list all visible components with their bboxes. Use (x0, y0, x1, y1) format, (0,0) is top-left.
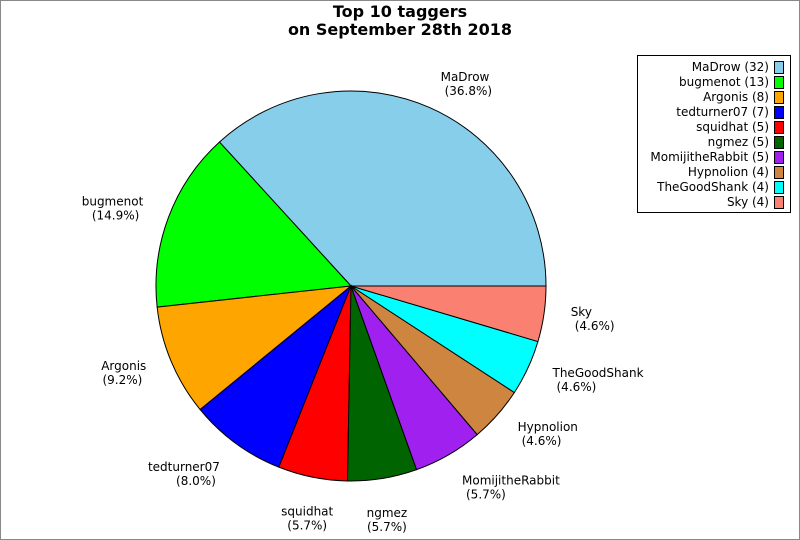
legend: MaDrow (32) bugmenot (13) Argonis (8) tedtu… (637, 55, 791, 213)
legend-swatch (774, 90, 784, 104)
legend-label: MomijitheRabbit (5) (650, 150, 769, 164)
slice-label-name: TheGoodShank (552, 366, 644, 380)
pie-slice-argonis (156, 285, 353, 411)
legend-swatch (774, 120, 784, 134)
slice-label-sky: Sky (4.6%) (571, 305, 615, 333)
slice-label-name: Hypnolion (518, 420, 578, 434)
slice-label-name: Argonis (101, 359, 146, 373)
legend-swatch (774, 195, 784, 209)
slice-label-name: ngmez (367, 506, 408, 520)
pie-slice-madrow (218, 90, 547, 287)
pie-slice-sky (350, 285, 547, 343)
legend-item-tedturner07: tedturner07 (7) (676, 104, 784, 120)
legend-label: TheGoodShank (4) (657, 180, 769, 194)
slice-label-percent: (9.2%) (102, 373, 142, 387)
chart-title: Top 10 taggers on September 28th 2018 (1, 3, 799, 39)
legend-item-ngmez: ngmez (5) (708, 134, 784, 150)
legend-label: ngmez (5) (707, 135, 769, 149)
legend-swatch (774, 105, 784, 119)
slice-label-percent: (4.6%) (557, 380, 597, 394)
legend-label: Hypnolion (4) (687, 165, 769, 179)
chart-title-line-1: Top 10 taggers (332, 2, 468, 21)
legend-label: bugmenot (13) (678, 75, 769, 89)
legend-swatch (774, 75, 784, 89)
legend-item-argonis: Argonis (8) (703, 89, 784, 105)
legend-item-bugmenot: bugmenot (13) (679, 74, 784, 90)
legend-swatch (774, 180, 784, 194)
legend-item-momijitherabbit: MomijitheRabbit (5) (650, 149, 784, 165)
legend-label: MaDrow (32) (691, 60, 769, 74)
slice-label-tedturner07: tedturner07 (8.0%) (148, 460, 220, 488)
legend-swatch (774, 135, 784, 149)
chart-title-line-2: on September 28th 2018 (287, 20, 513, 39)
legend-item-sky: Sky (4) (727, 194, 784, 210)
legend-swatch (774, 150, 784, 164)
slice-label-madrow: MaDrow (36.8%) (441, 70, 492, 98)
slice-label-percent: (4.6%) (575, 319, 615, 333)
slice-label-name: tedturner07 (148, 460, 220, 474)
slice-label-percent: (5.7%) (466, 487, 506, 501)
slice-label-percent: (8.0%) (176, 474, 216, 488)
slice-label-argonis: Argonis (9.2%) (101, 359, 146, 387)
slice-label-name: squidhat (281, 505, 333, 519)
slice-label-percent: (36.8%) (445, 84, 492, 98)
slice-label-thegoodshank: TheGoodShank (4.6%) (552, 366, 644, 394)
slice-label-hypnolion: Hypnolion (4.6%) (518, 420, 578, 448)
slice-label-name: Sky (571, 305, 592, 319)
legend-label: Sky (4) (726, 195, 769, 209)
slice-label-percent: (5.7%) (367, 520, 407, 534)
slice-label-name: MomijitheRabbit (462, 473, 560, 487)
slice-label-percent: (4.6%) (522, 434, 562, 448)
pie-slice-bugmenot (155, 141, 353, 308)
legend-item-thegoodshank: TheGoodShank (4) (657, 179, 784, 195)
legend-label: Argonis (8) (703, 90, 769, 104)
slice-label-momijitherabbit: MomijitheRabbit (5.7%) (462, 473, 560, 501)
slice-label-percent: (14.9%) (92, 209, 139, 223)
legend-label: tedturner07 (7) (676, 105, 769, 119)
legend-swatch (774, 165, 784, 179)
legend-item-hypnolion: Hypnolion (4) (688, 164, 784, 180)
legend-swatch (774, 60, 784, 74)
slice-label-bugmenot: bugmenot (14.9%) (82, 195, 144, 223)
slice-label-ngmez: ngmez (5.7%) (367, 506, 408, 534)
legend-label: squidhat (5) (696, 120, 769, 134)
slice-label-name: bugmenot (82, 195, 144, 209)
pie-slice-tedturner07 (199, 284, 353, 468)
slice-label-percent: (5.7%) (287, 519, 327, 533)
legend-item-madrow: MaDrow (32) (692, 59, 784, 75)
slice-label-squidhat: squidhat (5.7%) (281, 505, 333, 533)
slice-label-name: MaDrow (441, 70, 490, 84)
legend-item-squidhat: squidhat (5) (696, 119, 784, 135)
